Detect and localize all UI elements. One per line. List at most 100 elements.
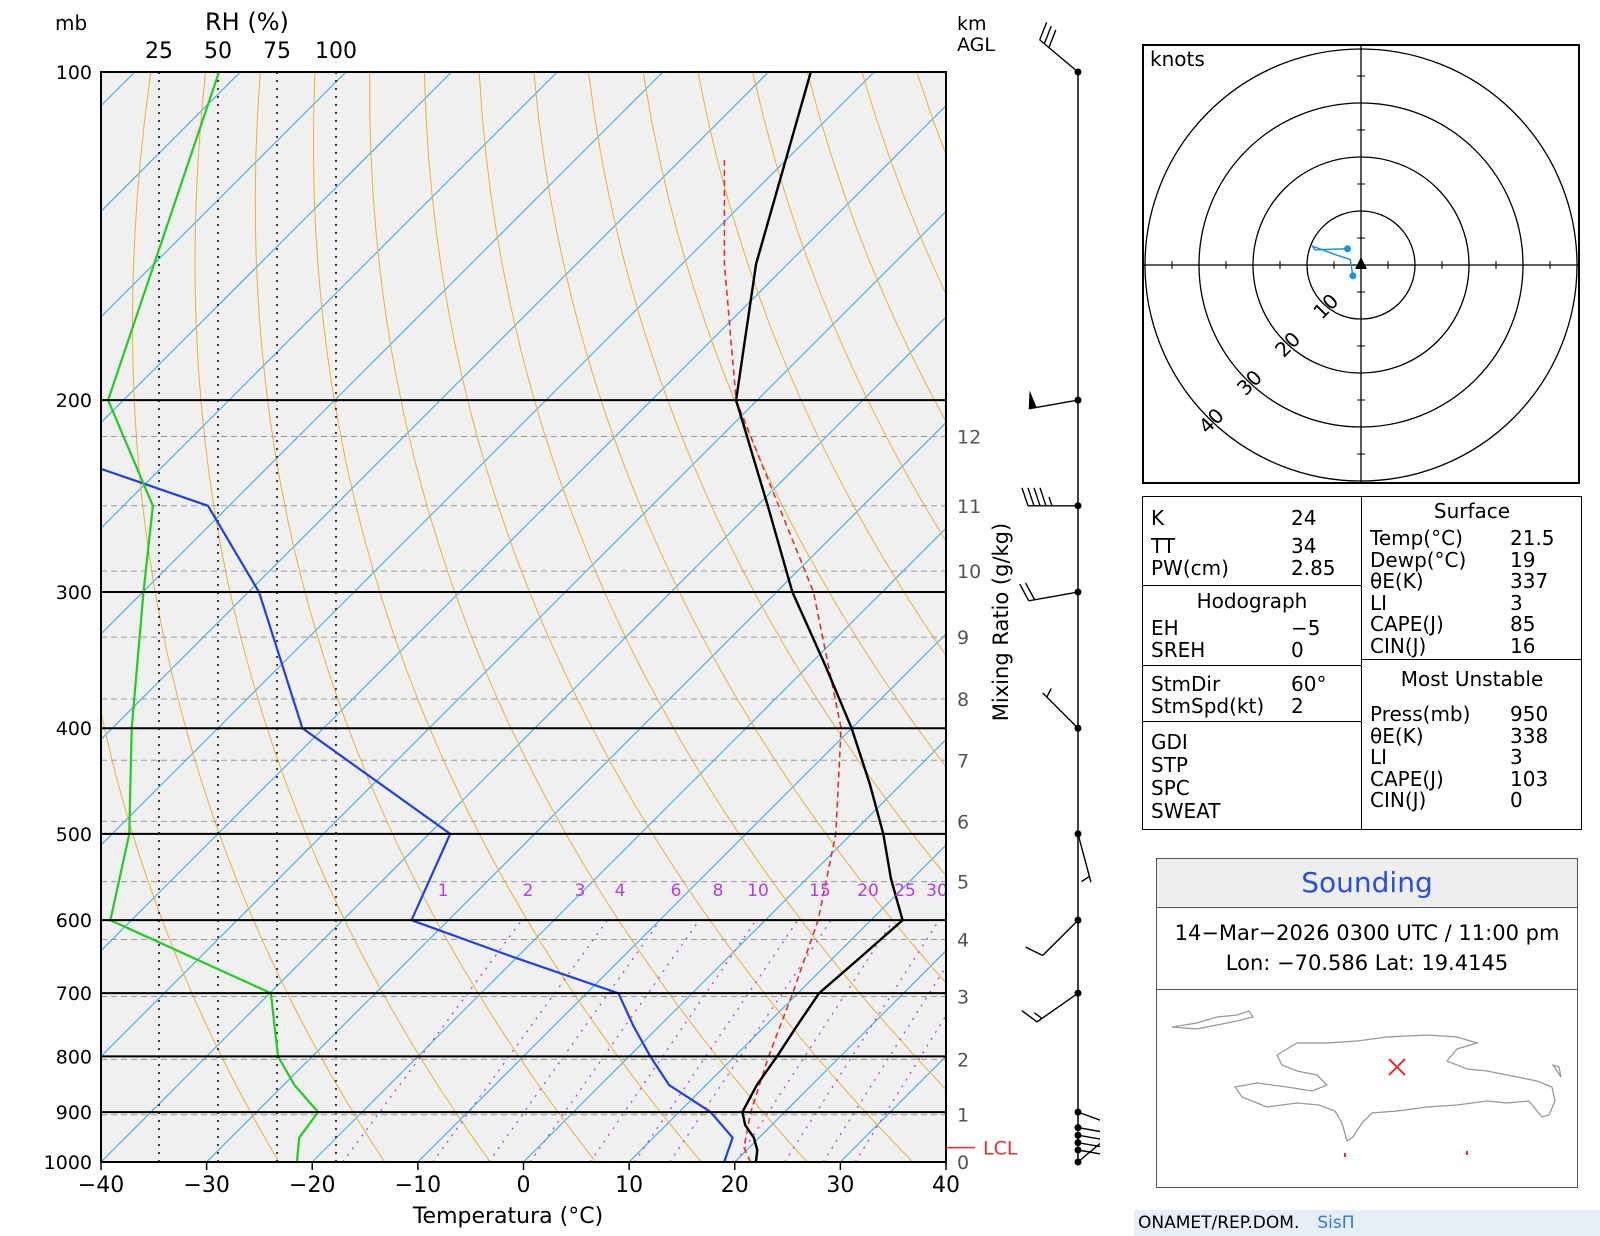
surface-label: LI [1370,590,1388,615]
index-label: K [1151,506,1165,530]
indices-panel: K 24 TT 34 PW(cm) 2.85 Hodograph EH −5 SREH 0 StmDi… [1142,496,1582,830]
wind-barb [1077,1126,1100,1137]
pressure-tick-label: 1000 [44,1152,92,1174]
pressure-tick-label: 500 [56,824,92,846]
most-unstable-label: CAPE(J) [1370,766,1444,791]
surface-value: 19 [1510,547,1536,572]
isotherm-line [101,72,664,635]
table-divider [1143,585,1361,586]
isotherm-line [101,316,946,1162]
wind-barb-flag [1048,29,1057,48]
height-tick-label: 12 [957,427,981,449]
surface-value: 337 [1510,569,1549,593]
surface-value: 3 [1510,590,1523,615]
mixing-ratio-label: 6 [671,881,682,901]
storm-motion-marker [1355,257,1367,269]
footer: ONAMET/REP.DOM. SisΠ [1134,1210,1600,1236]
mixing-ratio-label: 10 [747,881,769,901]
dry-adiabat-line [478,72,946,1091]
isotherm-line [0,72,29,1162]
isotherm-line [734,950,946,1162]
index-value: 0 [1291,638,1304,662]
isotherm-line [101,72,347,318]
mixing-ratio-line [633,919,799,1162]
wind-barb-shaft [1039,39,1079,73]
hodograph-end-point [1344,245,1351,253]
most-unstable-label: LI [1370,745,1388,769]
table-divider [1362,659,1582,660]
pressure-unit-label: mb [55,11,87,35]
most-unstable-value: 950 [1510,702,1549,726]
wind-barb-half-flag [1046,688,1052,698]
wind-barb-shaft [1077,1134,1100,1145]
wind-barb-flag [1027,487,1035,507]
wind-barb-shaft [1077,1111,1100,1130]
temperature-tick-label: 10 [615,1173,643,1198]
wind-barb [1077,1149,1100,1160]
lcl-label: LCL [983,1138,1018,1160]
isotherm-line [101,72,558,529]
height-tick-label: 1 [957,1105,969,1127]
isotherm-line [945,1161,946,1162]
wind-barb-shaft [1077,833,1092,883]
wind-barb [1039,21,1079,73]
map-dot-left [1344,1153,1346,1157]
location-map [1171,1010,1562,1157]
small-island-outline [1171,1010,1255,1030]
index-value: 2 [1291,694,1304,718]
temperature-tick-label: −40 [78,1173,124,1198]
info-divider [1157,989,1577,990]
indices-right-column: Surface Temp(°C) 21.5 Dewp(°C) 19 θE(K) 337 LI 3… [1362,497,1582,829]
dry-adiabat-line [533,72,946,984]
pressure-tick-label: 800 [56,1046,92,1068]
x-axis-title: Temperatura (°C) [412,1204,603,1229]
dry-adiabat-line [1081,72,1100,1162]
wind-barb-flag [1033,487,1041,507]
mixing-ratio-line [432,919,608,1162]
index-value: 24 [1291,506,1317,530]
height-tick-label: 11 [957,496,981,518]
wind-barb-flag [1043,25,1052,44]
isotherm-line [101,72,452,424]
isotherm-line [628,844,946,1162]
height-tick-label: 0 [957,1152,969,1174]
hodograph-units-label: knots [1150,47,1205,71]
most-unstable-label: θE(K) [1370,723,1424,748]
temperature-tick-label: 0 [517,1173,531,1198]
index-value: −5 [1291,616,1321,640]
wind-barb [1077,1111,1100,1130]
wind-barb [1021,487,1078,507]
most-unstable-value: 3 [1510,745,1523,769]
surface-value: 85 [1510,612,1536,636]
mixing-ratio-label: 1 [438,881,449,901]
rh-unit-label: RH (%) [205,8,289,36]
index-value: 2.85 [1291,556,1336,580]
wind-barb [1077,1134,1100,1145]
pressure-tick-label: 400 [56,718,92,740]
mixing-ratio-line [669,919,832,1162]
wind-barb-half-flag [1033,1012,1043,1019]
wind-barb [1021,992,1079,1023]
dry-adiabat-line [423,72,914,1162]
mixing-ratio-line [529,919,700,1162]
pressure-tick-label: 700 [56,983,92,1005]
indices-divider-vertical [1361,497,1362,829]
wind-barb-pennant [1028,390,1037,409]
temperature-tick-label: −30 [183,1173,229,1198]
isotherm-line [101,72,769,741]
index-label: SPC [1151,776,1190,800]
island-outline [1233,1034,1556,1143]
height-tick-label: 4 [957,930,969,952]
wind-barb-flag [1025,582,1036,601]
index-label: StmDir [1151,672,1221,696]
index-label: STP [1151,753,1188,777]
index-label: SWEAT [1151,799,1221,823]
dry-adiabat-line [1026,72,1100,1162]
temperature-tick-label: 40 [932,1173,960,1198]
surface-label: θE(K) [1370,569,1424,593]
sounding-title: Sounding [1157,859,1577,908]
mixing-ratio-line [488,919,661,1162]
wind-barb-shaft [1028,399,1079,410]
wind-barb-shaft [1077,1149,1100,1160]
